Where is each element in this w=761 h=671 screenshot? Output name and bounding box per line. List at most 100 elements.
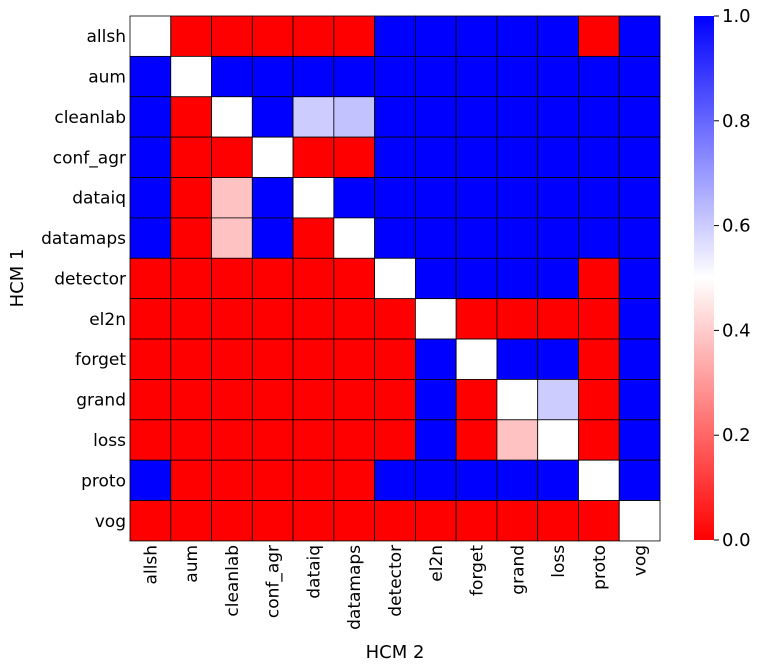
heatmap-cell-loss-loss: [537, 419, 579, 461]
y-tick-label: detector: [54, 269, 126, 289]
heatmap-cell-el2n-forget: [455, 298, 498, 340]
heatmap-cell-allsh-proto: [578, 15, 620, 57]
heatmap-cell-conf_agr-vog: [618, 136, 661, 178]
heatmap-cell-el2n-el2n: [414, 298, 457, 340]
y-tick-label: proto: [81, 471, 126, 491]
heatmap-cell-forget-vog: [618, 338, 661, 380]
heatmap-cell-dataiq-vog: [618, 177, 661, 219]
heatmap-cell-el2n-dataiq: [292, 298, 335, 340]
heatmap-cell-allsh-detector: [374, 15, 416, 57]
heatmap-cell-el2n-cleanlab: [211, 298, 253, 340]
heatmap-cell-proto-vog: [618, 459, 661, 501]
heatmap-cell-proto-dataiq: [292, 459, 335, 501]
heatmap-cell-cleanlab-vog: [618, 96, 661, 138]
heatmap-cell-loss-cleanlab: [211, 419, 253, 461]
heatmap-cell-forget-allsh: [129, 338, 172, 380]
heatmap-cell-dataiq-el2n: [414, 177, 457, 219]
heatmap-cell-proto-datamaps: [333, 459, 376, 501]
heatmap-cell-aum-dataiq: [292, 55, 335, 98]
heatmap-cell-conf_agr-grand: [496, 136, 539, 178]
heatmap-cell-el2n-allsh: [129, 298, 172, 340]
heatmap-cell-conf_agr-cleanlab: [211, 136, 253, 178]
x-tick-label: grand: [508, 545, 528, 595]
x-tick-label: dataiq: [304, 545, 324, 599]
heatmap-cell-vog-forget: [455, 500, 498, 542]
colorbar-tick-label: 0.0: [722, 530, 751, 551]
colorbar-tick-label: 0.2: [722, 425, 751, 446]
x-tick-label: el2n: [427, 545, 447, 582]
heatmap-cell-cleanlab-datamaps: [333, 96, 376, 138]
heatmap-cell-forget-detector: [374, 338, 416, 380]
heatmap-cell-datamaps-aum: [170, 217, 212, 259]
heatmap-cell-datamaps-allsh: [129, 217, 172, 259]
heatmap-cell-grand-cleanlab: [211, 379, 253, 421]
heatmap-cell-forget-proto: [578, 338, 620, 380]
heatmap-cell-aum-proto: [578, 55, 620, 98]
heatmap-cell-el2n-loss: [537, 298, 579, 340]
heatmap-cell-el2n-vog: [618, 298, 661, 340]
heatmap-cell-conf_agr-forget: [455, 136, 498, 178]
heatmap-cell-detector-forget: [455, 257, 498, 300]
heatmap-cell-cleanlab-loss: [537, 96, 579, 138]
heatmap-cell-dataiq-dataiq: [292, 177, 335, 219]
heatmap-cell-dataiq-detector: [374, 177, 416, 219]
x-tick-label: conf_agr: [264, 545, 284, 618]
heatmap-cell-loss-conf_agr: [251, 419, 294, 461]
heatmap-cell-allsh-allsh: [129, 15, 172, 57]
heatmap-cell-conf_agr-proto: [578, 136, 620, 178]
heatmap-cell-vog-conf_agr: [251, 500, 294, 542]
y-tick-label: aum: [88, 68, 126, 88]
heatmap-cell-dataiq-grand: [496, 177, 539, 219]
heatmap-cell-vog-allsh: [129, 500, 172, 542]
heatmap-cell-allsh-aum: [170, 15, 212, 57]
heatmap-cell-grand-forget: [455, 379, 498, 421]
heatmap-cell-grand-el2n: [414, 379, 457, 421]
heatmap-cell-conf_agr-allsh: [129, 136, 172, 178]
heatmap-cell-el2n-grand: [496, 298, 539, 340]
heatmap-cells: [129, 15, 661, 542]
heatmap-cell-proto-loss: [537, 459, 579, 501]
heatmap-cell-forget-cleanlab: [211, 338, 253, 380]
y-tick-label: grand: [76, 391, 126, 411]
heatmap-cell-forget-datamaps: [333, 338, 376, 380]
heatmap-cell-allsh-forget: [455, 15, 498, 57]
heatmap-cell-cleanlab-conf_agr: [251, 96, 294, 138]
x-tick-label: aum: [182, 545, 202, 583]
heatmap-cell-allsh-el2n: [414, 15, 457, 57]
y-tick-label: loss: [93, 431, 126, 451]
heatmap-cell-proto-grand: [496, 459, 539, 501]
colorbar-tick-label: 0.6: [722, 216, 751, 237]
heatmap-cell-dataiq-datamaps: [333, 177, 376, 219]
heatmap-cell-aum-el2n: [414, 55, 457, 98]
heatmap-cell-proto-allsh: [129, 459, 172, 501]
heatmap-cell-loss-proto: [578, 419, 620, 461]
heatmap-cell-detector-cleanlab: [211, 257, 253, 300]
heatmap-cell-cleanlab-el2n: [414, 96, 457, 138]
heatmap-cell-aum-grand: [496, 55, 539, 98]
heatmap-cell-datamaps-vog: [618, 217, 661, 259]
heatmap-cell-cleanlab-cleanlab: [211, 96, 253, 138]
x-tick-label: vog: [631, 545, 651, 576]
heatmap-cell-grand-conf_agr: [251, 379, 294, 421]
heatmap-cell-datamaps-detector: [374, 217, 416, 259]
colorbar: [694, 16, 714, 540]
heatmap-cell-conf_agr-loss: [537, 136, 579, 178]
y-tick-label: conf_agr: [53, 148, 126, 168]
heatmap-cell-forget-grand: [496, 338, 539, 380]
heatmap-cell-grand-detector: [374, 379, 416, 421]
heatmap-cell-forget-dataiq: [292, 338, 335, 380]
heatmap-cell-aum-forget: [455, 55, 498, 98]
heatmap-cell-detector-conf_agr: [251, 257, 294, 300]
heatmap-cell-cleanlab-grand: [496, 96, 539, 138]
heatmap-cell-datamaps-dataiq: [292, 217, 335, 259]
x-tick-label: forget: [468, 545, 488, 596]
colorbar-ticks: 0.0 0.2 0.4 0.6 0.8 1.0: [714, 6, 751, 551]
heatmap-cell-grand-loss: [537, 379, 579, 421]
heatmap-cell-loss-el2n: [414, 419, 457, 461]
heatmap-cell-aum-vog: [618, 55, 661, 98]
heatmap-cell-detector-vog: [618, 257, 661, 300]
heatmap-cell-grand-proto: [578, 379, 620, 421]
heatmap-cell-vog-vog: [618, 500, 661, 542]
heatmap-cell-conf_agr-conf_agr: [251, 136, 294, 178]
heatmap-cell-el2n-aum: [170, 298, 212, 340]
